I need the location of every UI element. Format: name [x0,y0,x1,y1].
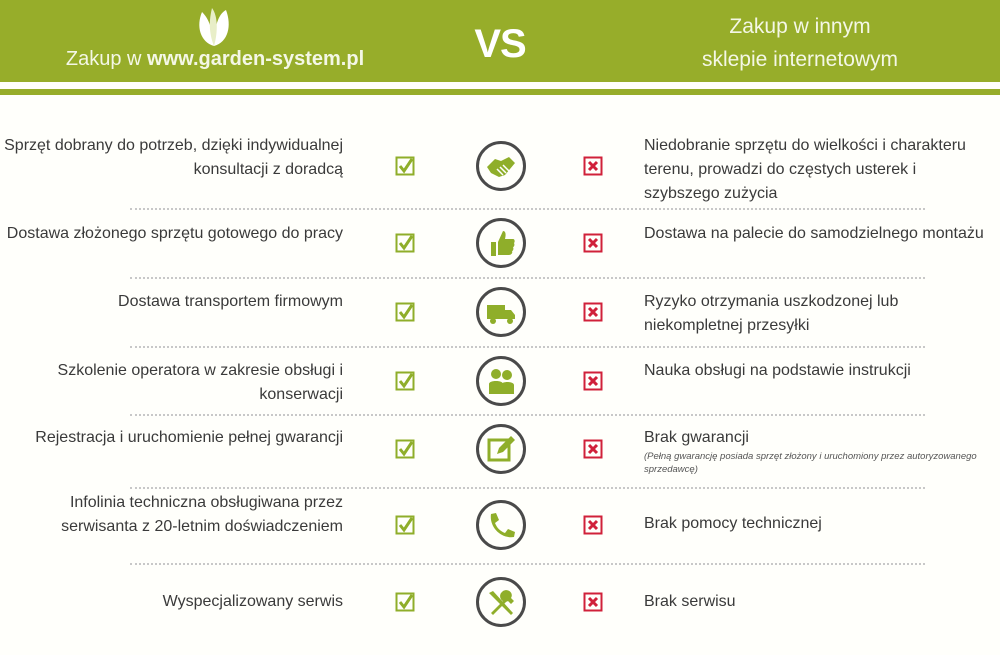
cross-box-icon [583,371,603,391]
phone-badge [476,500,526,550]
cross-box-icon [583,439,603,459]
thumbs-up-badge [476,218,526,268]
truck-badge [476,287,526,337]
edit-badge [476,424,526,474]
cross-box-icon [583,515,603,535]
row-divider [130,487,925,489]
checkbox-checked-icon [395,302,415,322]
header-stripe [0,89,1000,95]
warranty-note: (Pełną gwarancję posiada sprzęt złożony … [644,451,977,475]
checkbox-checked-icon [395,156,415,176]
people-badge [476,356,526,406]
header-banner: Zakup w www.garden-system.pl VS Zakup w … [0,0,1000,82]
checkbox-checked-icon [395,592,415,612]
disadvantage-text: Dostawa na palecie do samodzielnego mont… [644,225,984,242]
disadvantage-block: Ryzyko otrzymania uszkodzonej lub niekom… [644,290,984,338]
row-divider [130,563,925,565]
advantage-text: Sprzęt dobrany do potrzeb, dzięki indywi… [4,137,343,178]
row-divider [130,346,925,348]
phone-icon [490,513,515,538]
truck-icon [487,305,515,324]
disadvantage-text: Brak pomocy technicznej [644,515,822,532]
advantage-text: Infolinia techniczna obsługiwana przez s… [61,494,343,535]
disadvantage-block: Dostawa na palecie do samodzielnego mont… [644,222,984,246]
tools-badge [476,577,526,627]
site-name: www.garden-system.pl [147,48,365,70]
leaf-logo-icon [199,8,229,46]
advantage-text: Rejestracja i uruchomienie pełnej gwaran… [35,429,343,446]
vs-label: VS [474,22,526,66]
row-divider [130,414,925,416]
advantage-text: Wyspecjalizowany serwis [162,593,343,610]
row-divider [130,208,925,210]
left-column-title: Zakup w www.garden-system.pl [0,48,430,71]
disadvantage-text: Ryzyko otrzymania uszkodzonej lub niekom… [644,293,899,334]
cross-box-icon [583,156,603,176]
cross-box-icon [583,233,603,253]
advantage-text: Szkolenie operatora w zakresie obsługi i… [57,362,343,403]
row-divider [130,277,925,279]
disadvantage-text: Brak serwisu [644,593,736,610]
disadvantage-text: Niedobranie sprzętu do wielkości i chara… [644,137,966,202]
checkbox-checked-icon [395,515,415,535]
advantage-text: Dostawa transportem firmowym [118,293,343,310]
disadvantage-text: Brak gwarancji [644,429,749,446]
handshake-badge [476,141,526,191]
cross-box-icon [583,592,603,612]
left-title-prefix: Zakup w [65,48,148,70]
checkbox-checked-icon [395,371,415,391]
right-title-line1: Zakup w innym [729,15,871,38]
disadvantage-text: Nauka obsługi na podstawie instrukcji [644,362,911,379]
advantage-text: Dostawa złożonego sprzętu gotowego do pr… [6,225,343,242]
disadvantage-block: Brak pomocy technicznej [644,512,984,536]
thumbs-up-icon [491,231,515,256]
disadvantage-block: Niedobranie sprzętu do wielkości i chara… [644,134,984,206]
disadvantage-block: Brak serwisu [644,590,984,614]
edit-icon [487,436,515,462]
disadvantage-block: Brak gwarancji (Pełną gwarancję posiada s… [644,426,984,476]
right-column-title: Zakup w innym sklepie internetowym [640,10,960,76]
people-icon [489,369,514,394]
handshake-icon [487,157,515,177]
right-title-line2: sklepie internetowym [701,48,899,71]
tools-icon [489,590,514,615]
checkbox-checked-icon [395,233,415,253]
cross-box-icon [583,302,603,322]
checkbox-checked-icon [395,439,415,459]
disadvantage-block: Nauka obsługi na podstawie instrukcji [644,359,984,383]
